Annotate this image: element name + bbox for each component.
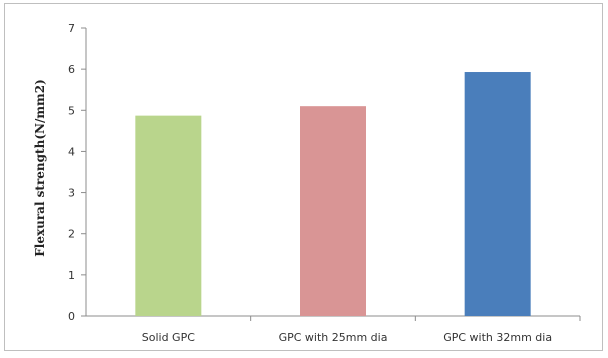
bar-2 <box>300 106 366 317</box>
y-tick-label: 2 <box>68 228 75 241</box>
bars <box>135 72 531 317</box>
category-label: GPC with 32mm dia <box>443 331 552 344</box>
y-tick-label: 7 <box>68 22 75 35</box>
y-tick-label: 0 <box>68 310 75 323</box>
y-tick-label: 1 <box>68 269 75 282</box>
bar-3 <box>464 72 531 316</box>
y-tick-label: 6 <box>68 63 75 76</box>
bar-1 <box>135 115 202 317</box>
category-label: GPC with 25mm dia <box>279 331 388 344</box>
category-labels: Solid GPC GPC with 25mm dia GPC with 32mm … <box>142 316 581 344</box>
y-ticks: 0 1 2 3 4 5 6 7 <box>68 22 86 323</box>
y-tick-label: 5 <box>68 104 75 117</box>
category-label: Solid GPC <box>142 331 195 344</box>
y-axis-title: Flexural strength(N/mm2) <box>33 79 47 257</box>
y-tick-label: 3 <box>68 187 75 200</box>
y-tick-label: 4 <box>68 145 75 158</box>
